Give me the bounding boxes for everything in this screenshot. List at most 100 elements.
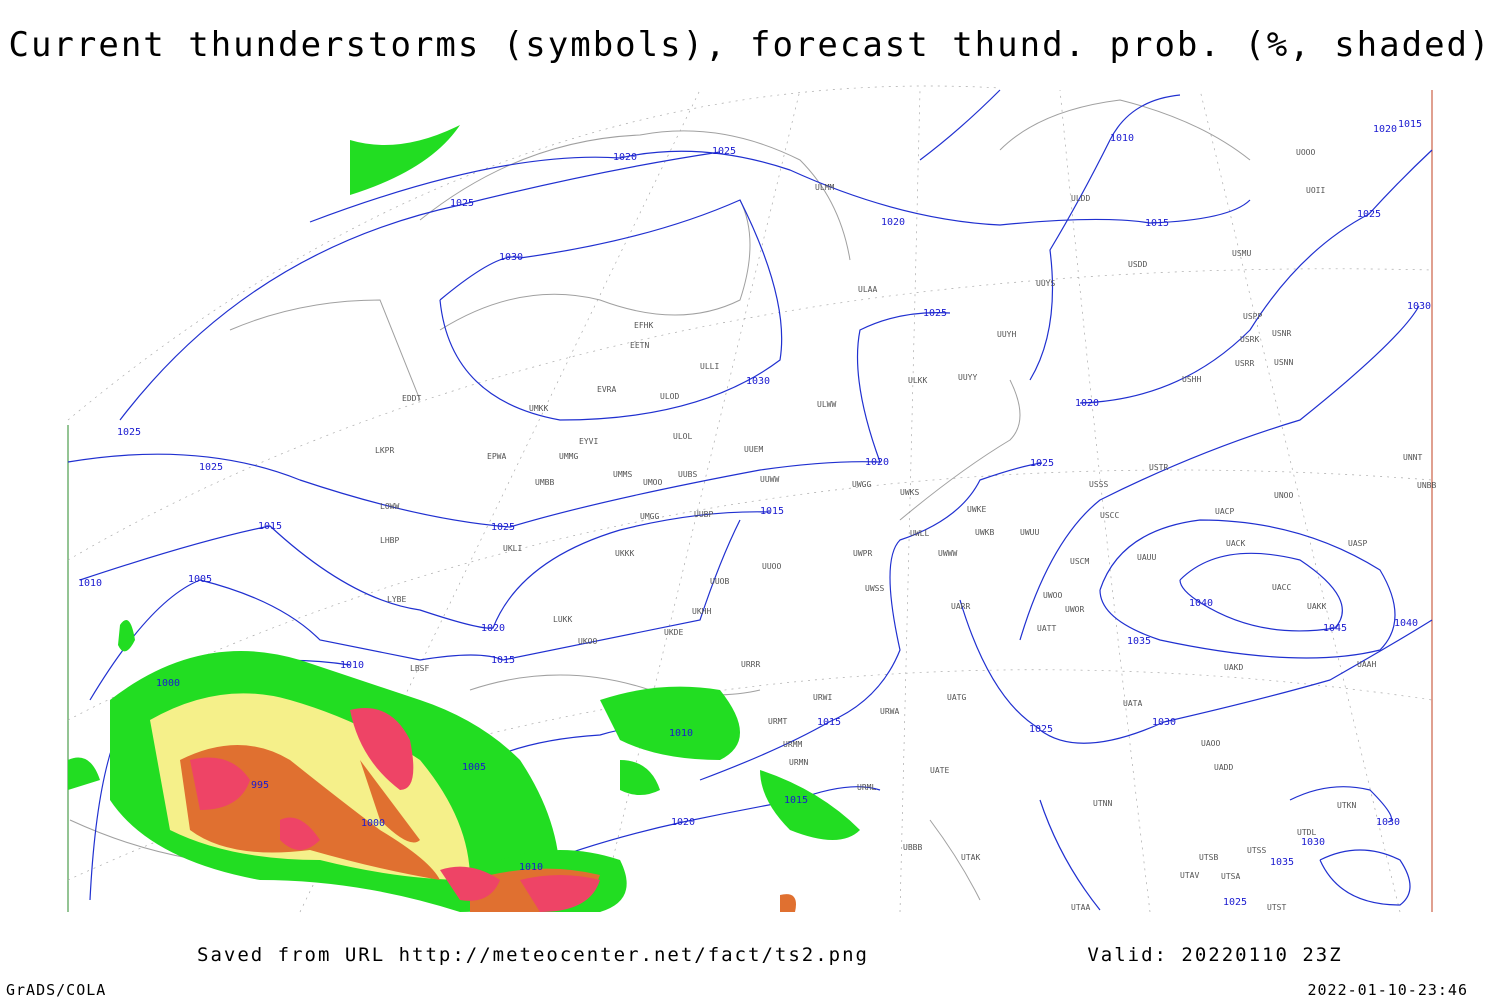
isobar-label: 1000 bbox=[156, 678, 180, 689]
station-code: ULAA bbox=[858, 285, 877, 294]
station-code: UKOO bbox=[578, 637, 597, 646]
station-code: UTDL bbox=[1297, 828, 1316, 837]
station-code: USRK bbox=[1240, 335, 1259, 344]
station-code: UKKK bbox=[615, 549, 634, 558]
isobar-label: 1030 bbox=[1301, 837, 1325, 848]
station-code: UUBP bbox=[694, 510, 713, 519]
isobar-label: 1010 bbox=[340, 660, 364, 671]
isobar-label: 1025 bbox=[1357, 209, 1381, 220]
station-code: UOOO bbox=[1296, 148, 1315, 157]
station-code: UWGG bbox=[852, 480, 871, 489]
station-code: UTKN bbox=[1337, 801, 1356, 810]
station-code: UWPR bbox=[853, 549, 872, 558]
isobar-label: 1030 bbox=[1376, 817, 1400, 828]
station-code: UMBB bbox=[535, 478, 554, 487]
station-code: UAKD bbox=[1224, 663, 1243, 672]
station-code: UMKK bbox=[529, 404, 548, 413]
station-code: ULWW bbox=[817, 400, 836, 409]
station-code: USPP bbox=[1243, 312, 1262, 321]
isobar-label: 1020 bbox=[865, 457, 889, 468]
isobar-label: 995 bbox=[251, 780, 269, 791]
station-code: UACK bbox=[1226, 539, 1245, 548]
station-code: UMMG bbox=[559, 452, 578, 461]
station-code: USDD bbox=[1128, 260, 1147, 269]
station-code: UWSS bbox=[865, 584, 884, 593]
station-code: UARR bbox=[951, 602, 970, 611]
station-code: URRR bbox=[741, 660, 760, 669]
station-code: ULOD bbox=[660, 392, 679, 401]
station-code: ULOL bbox=[673, 432, 692, 441]
station-code: UTSS bbox=[1247, 846, 1266, 855]
station-code: UTAV bbox=[1180, 871, 1199, 880]
isobar-label: 1025 bbox=[923, 308, 947, 319]
station-code: UMOO bbox=[643, 478, 662, 487]
isobar-label: 1015 bbox=[817, 717, 841, 728]
isobar-label: 1025 bbox=[712, 146, 736, 157]
station-code: UTAA bbox=[1071, 903, 1090, 912]
station-code: EFHK bbox=[634, 321, 653, 330]
station-code: LBSF bbox=[410, 664, 429, 673]
station-code: USSS bbox=[1089, 480, 1108, 489]
station-code: USNR bbox=[1272, 329, 1291, 338]
isobar-label: 1010 bbox=[669, 728, 693, 739]
station-code: UUYS bbox=[1036, 279, 1055, 288]
isobar-label: 1015 bbox=[784, 795, 808, 806]
isobar-label: 1040 bbox=[1189, 598, 1213, 609]
station-code: ULLI bbox=[700, 362, 719, 371]
isobar-label: 1035 bbox=[1270, 857, 1294, 868]
station-code: UUBS bbox=[678, 470, 697, 479]
station-code: UATT bbox=[1037, 624, 1056, 633]
station-code: UATA bbox=[1123, 699, 1142, 708]
lat-lon-grid bbox=[67, 85, 1433, 913]
isobar-label: 1040 bbox=[1394, 618, 1418, 629]
station-code: UBBB bbox=[903, 843, 922, 852]
station-code: LOWW bbox=[380, 502, 399, 511]
station-code: UWKS bbox=[900, 488, 919, 497]
station-code: URMN bbox=[789, 758, 808, 767]
station-code: UKHH bbox=[692, 607, 711, 616]
station-code: UWUU bbox=[1020, 528, 1039, 537]
isobars bbox=[67, 89, 1433, 911]
valid-time: Valid: 20220110 23Z bbox=[1087, 944, 1342, 966]
isobar-label: 1020 bbox=[881, 217, 905, 228]
station-code: URMT bbox=[768, 717, 787, 726]
station-code: EDDT bbox=[402, 394, 421, 403]
station-code: LUKK bbox=[553, 615, 572, 624]
isobar-label: 1045 bbox=[1323, 623, 1347, 634]
isobar-label: 1010 bbox=[519, 862, 543, 873]
station-code: UWKB bbox=[975, 528, 994, 537]
station-code: LYBE bbox=[387, 595, 406, 604]
station-code: USCM bbox=[1070, 557, 1089, 566]
station-code: URWA bbox=[880, 707, 899, 716]
isobar-label: 1030 bbox=[499, 252, 523, 263]
station-code: UATE bbox=[930, 766, 949, 775]
isobar-label: 1015 bbox=[760, 506, 784, 517]
station-code: UTST bbox=[1267, 903, 1286, 912]
station-code: UACP bbox=[1215, 507, 1234, 516]
station-code: USTR bbox=[1149, 463, 1168, 472]
map-frame bbox=[67, 90, 1433, 912]
station-code: ULKK bbox=[908, 376, 927, 385]
isobar-label: 1015 bbox=[1398, 119, 1422, 130]
station-code: URML bbox=[857, 783, 876, 792]
isobar-label: 1030 bbox=[746, 376, 770, 387]
station-code: UWOO bbox=[1043, 591, 1062, 600]
isobar-label: 1010 bbox=[1110, 133, 1134, 144]
isobar-label: 1020 bbox=[1373, 124, 1397, 135]
station-code: UUOB bbox=[710, 577, 729, 586]
station-code: UWKE bbox=[967, 505, 986, 514]
isobar-label: 1025 bbox=[117, 427, 141, 438]
isobar-label: 1020 bbox=[613, 152, 637, 163]
isobar-label: 1035 bbox=[1127, 636, 1151, 647]
isobar-label: 1020 bbox=[481, 623, 505, 634]
thunderstorm-probability-shading bbox=[68, 125, 860, 912]
station-code: USHH bbox=[1182, 375, 1201, 384]
station-code: UKLI bbox=[503, 544, 522, 553]
station-code: UAUU bbox=[1137, 553, 1156, 562]
station-code: UAOO bbox=[1201, 739, 1220, 748]
isobar-label: 1000 bbox=[361, 818, 385, 829]
station-code: LHBP bbox=[380, 536, 399, 545]
station-code: UAKK bbox=[1307, 602, 1326, 611]
isobar-label: 1020 bbox=[1075, 398, 1099, 409]
